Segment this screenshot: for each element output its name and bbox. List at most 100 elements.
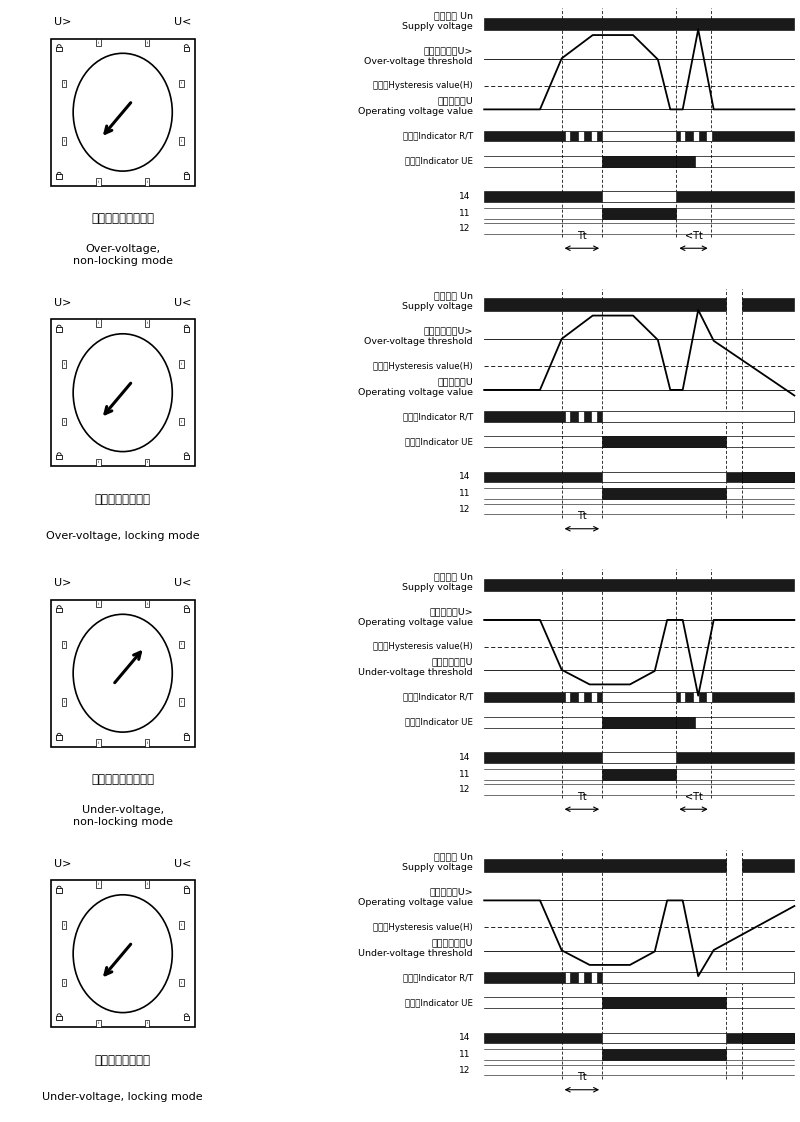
Bar (145, 1020, 150, 1027)
Text: U>: U> (54, 858, 71, 868)
Bar (62, 698, 66, 706)
Text: i: i (146, 1021, 147, 1026)
Bar (693, 131, 698, 141)
Text: i: i (146, 601, 147, 606)
Text: i: i (181, 643, 182, 646)
Text: i: i (98, 1021, 99, 1026)
Text: i: i (98, 180, 99, 184)
Text: 滞后値Hysteresis value(H): 滞后値Hysteresis value(H) (373, 361, 473, 370)
Text: 14: 14 (458, 1033, 470, 1042)
Text: 指示灯Indicator UE: 指示灯Indicator UE (405, 718, 473, 727)
Bar (145, 320, 150, 327)
Bar (96, 459, 101, 466)
Text: i: i (181, 981, 182, 984)
Text: i: i (181, 82, 182, 85)
Text: 12: 12 (458, 1066, 470, 1075)
Bar (679, 131, 685, 141)
Bar (602, 488, 726, 499)
Text: Over-voltage,
non-locking mode: Over-voltage, non-locking mode (73, 245, 173, 266)
Bar (591, 691, 597, 702)
Bar (57, 889, 62, 893)
Bar (96, 600, 101, 607)
Bar (484, 859, 726, 872)
Bar (578, 691, 584, 702)
Bar (96, 1020, 101, 1027)
Text: 过电压门限値U>
Over-voltage threshold: 过电压门限値U> Over-voltage threshold (364, 327, 473, 347)
Bar (57, 174, 62, 178)
Bar (145, 739, 150, 746)
Text: 14: 14 (458, 472, 470, 481)
Bar (591, 131, 597, 141)
Bar (484, 972, 794, 983)
Bar (679, 691, 685, 702)
Bar (179, 417, 183, 425)
Bar (57, 328, 62, 332)
Text: i: i (146, 460, 147, 465)
Bar (706, 131, 712, 141)
Bar (742, 859, 794, 872)
Text: 14: 14 (458, 753, 470, 762)
Bar (484, 691, 794, 702)
Bar (179, 137, 183, 145)
Bar (742, 1032, 794, 1043)
Text: 指示灯Indicator R/T: 指示灯Indicator R/T (402, 131, 473, 140)
Text: 运行电压値U
Operating voltage value: 运行电压値U Operating voltage value (358, 377, 473, 397)
Text: 电源电压 Un
Supply voltage: 电源电压 Un Supply voltage (402, 11, 473, 31)
Text: i: i (181, 923, 182, 927)
Text: i: i (63, 82, 65, 85)
Bar (484, 752, 794, 763)
Bar (179, 80, 183, 88)
Text: 滞后値Hysteresis value(H): 滞后値Hysteresis value(H) (373, 922, 473, 931)
Text: Tt: Tt (577, 512, 586, 521)
Text: i: i (181, 139, 182, 142)
Text: 12: 12 (458, 505, 470, 514)
Circle shape (73, 895, 172, 1013)
Text: Tt: Tt (577, 231, 586, 240)
Text: 12: 12 (458, 224, 470, 233)
Bar (693, 691, 698, 702)
Bar (484, 298, 726, 311)
Bar (57, 735, 62, 739)
Bar (565, 691, 570, 702)
Bar (184, 889, 189, 893)
Text: 过电压门限値U>
Over-voltage threshold: 过电压门限値U> Over-voltage threshold (364, 46, 473, 66)
Bar (602, 471, 726, 482)
Bar (484, 18, 794, 30)
Bar (602, 436, 726, 447)
Text: 过电压、锁定模式: 过电压、锁定模式 (94, 493, 150, 506)
Text: U>: U> (54, 297, 71, 307)
Text: 运行电压値U>
Operating voltage value: 运行电压値U> Operating voltage value (358, 888, 473, 908)
Text: <Tt: <Tt (685, 231, 702, 240)
Bar (602, 972, 794, 983)
Bar (591, 412, 597, 422)
Text: 欠电压门限値U
Under-voltage threshold: 欠电压门限値U Under-voltage threshold (358, 657, 473, 678)
Bar (145, 459, 150, 466)
Text: Tt: Tt (577, 792, 586, 801)
Bar (484, 131, 794, 141)
Bar (179, 978, 183, 986)
Text: Over-voltage, locking mode: Over-voltage, locking mode (46, 531, 199, 541)
Text: i: i (146, 180, 147, 184)
Bar (51, 880, 194, 1028)
Bar (602, 1049, 726, 1060)
Bar (57, 608, 62, 613)
Bar (184, 174, 189, 178)
Text: i: i (98, 741, 99, 745)
Bar (96, 320, 101, 327)
Bar (51, 38, 194, 186)
Bar (184, 47, 189, 52)
Text: Under-voltage,
non-locking mode: Under-voltage, non-locking mode (73, 806, 173, 827)
Bar (706, 691, 712, 702)
Text: 滞后値Hysteresis value(H): 滞后値Hysteresis value(H) (373, 642, 473, 651)
Bar (484, 191, 794, 202)
Text: i: i (63, 420, 65, 423)
Text: i: i (146, 741, 147, 745)
Text: Under-voltage, locking mode: Under-voltage, locking mode (42, 1092, 203, 1102)
Bar (742, 298, 794, 311)
Text: i: i (146, 882, 147, 886)
Bar (602, 997, 726, 1008)
Text: i: i (98, 882, 99, 886)
Text: 运行电压値U>
Operating voltage value: 运行电压値U> Operating voltage value (358, 607, 473, 627)
Bar (742, 471, 794, 482)
Bar (62, 921, 66, 929)
